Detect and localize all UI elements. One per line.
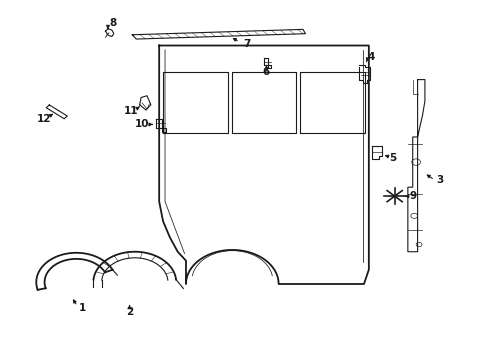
Text: 5: 5: [389, 153, 396, 163]
Text: 1: 1: [79, 303, 86, 314]
Text: 2: 2: [126, 307, 133, 316]
Text: 10: 10: [135, 120, 149, 129]
Text: 8: 8: [109, 18, 116, 28]
Text: 12: 12: [36, 114, 51, 124]
Text: 6: 6: [262, 67, 269, 77]
Text: 9: 9: [408, 191, 415, 201]
Text: 3: 3: [435, 175, 442, 185]
Text: 7: 7: [243, 40, 250, 49]
Text: 11: 11: [124, 106, 138, 116]
Text: 4: 4: [367, 52, 374, 62]
